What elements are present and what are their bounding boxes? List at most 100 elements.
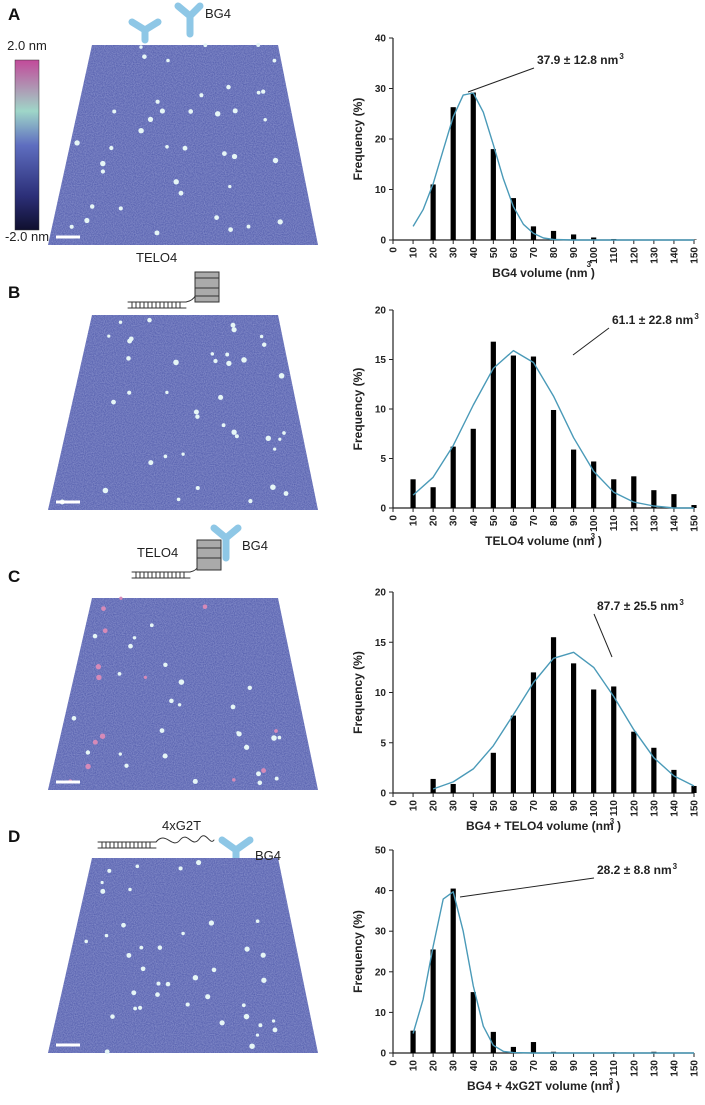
bar xyxy=(491,149,496,240)
afm-particle xyxy=(96,664,101,669)
afm-particle xyxy=(150,623,154,627)
x-tick-label: 20 xyxy=(429,247,440,259)
afm-particle xyxy=(84,218,89,223)
x-tick-label: 10 xyxy=(409,247,420,259)
y-tick-label: 20 xyxy=(375,588,387,599)
x-tick-label: 150 xyxy=(690,1060,701,1077)
y-axis-label: Frequency (%) xyxy=(351,910,365,993)
afm-particle xyxy=(160,728,165,733)
bar xyxy=(611,686,616,793)
schematic-label: BG4 xyxy=(255,848,281,863)
afm-particle xyxy=(148,460,153,465)
afm-particle xyxy=(228,185,231,188)
annotation-sup: 3 xyxy=(619,52,624,61)
afm-particle xyxy=(131,990,136,995)
x-tick-label: 30 xyxy=(449,800,460,812)
afm-particle xyxy=(156,982,160,986)
afm-particle xyxy=(139,45,142,48)
afm-texture xyxy=(48,858,318,1053)
afm-particle xyxy=(188,109,193,114)
x-tick-label: 70 xyxy=(529,800,540,812)
afm-particle xyxy=(101,606,106,611)
bar xyxy=(491,753,496,793)
annotation-sup: 3 xyxy=(679,598,684,607)
afm-particle xyxy=(135,864,139,868)
afm-particle xyxy=(133,636,136,639)
afm-particle xyxy=(124,764,128,768)
panel-letter: A xyxy=(8,5,20,24)
x-tick-label: 70 xyxy=(529,247,540,259)
afm-particle xyxy=(232,154,237,159)
y-tick-label: 20 xyxy=(375,135,387,146)
panel-letter: B xyxy=(8,283,20,302)
bar xyxy=(431,184,436,240)
afm-particle xyxy=(179,866,183,870)
afm-particle xyxy=(85,764,90,769)
x-tick-label: 50 xyxy=(489,800,500,812)
x-tick-label: 130 xyxy=(649,1060,660,1077)
afm-particle xyxy=(129,336,134,341)
afm-particle xyxy=(256,1033,259,1036)
afm-particle xyxy=(278,219,283,224)
afm-particle xyxy=(196,860,201,865)
afm-particle xyxy=(165,145,169,149)
afm-particle xyxy=(107,334,110,337)
x-tick-label: 50 xyxy=(489,1060,500,1072)
afm-particle xyxy=(105,1049,110,1054)
x-tick-label: 130 xyxy=(649,247,660,264)
schematic-label: BG4 xyxy=(205,6,231,21)
y-tick-label: 0 xyxy=(380,236,386,247)
afm-particle xyxy=(273,1027,278,1032)
bar xyxy=(671,494,676,508)
afm-particle xyxy=(248,686,252,690)
afm-particle xyxy=(273,59,277,63)
x-tick-label: 110 xyxy=(609,800,620,817)
afm-particle xyxy=(93,634,98,639)
afm-particle xyxy=(282,431,286,435)
y-tick-label: 30 xyxy=(375,84,387,95)
afm-particle xyxy=(118,672,122,676)
afm-particle xyxy=(215,111,220,116)
afm-particle xyxy=(232,327,237,332)
afm-particle xyxy=(214,215,219,220)
x-tick-label: 10 xyxy=(409,515,420,527)
afm-particle xyxy=(226,361,231,366)
afm-particle xyxy=(261,768,266,773)
afm-particle xyxy=(121,923,126,928)
bar xyxy=(531,1042,536,1053)
afm-particle xyxy=(203,43,207,47)
x-tick-label: 120 xyxy=(629,247,640,264)
afm-particle xyxy=(209,920,214,925)
afm-particle xyxy=(263,118,266,121)
schematic-label: 4xG2T xyxy=(162,818,201,833)
afm-particle xyxy=(155,100,159,104)
afm-particle xyxy=(258,1023,262,1027)
x-tick-label: 0 xyxy=(389,247,400,253)
afm-particle xyxy=(244,1014,250,1020)
bar xyxy=(431,949,436,1053)
afm-particle xyxy=(177,498,181,502)
x-tick-label: 140 xyxy=(669,515,680,532)
afm-particle xyxy=(284,491,289,496)
afm-particle xyxy=(126,953,131,958)
afm-particle xyxy=(110,1014,115,1019)
bar xyxy=(451,447,456,508)
afm-texture xyxy=(48,315,318,510)
x-tick-label: 30 xyxy=(449,247,460,259)
x-tick-label: 60 xyxy=(509,247,520,259)
x-tick-label: 130 xyxy=(649,800,660,817)
afm-particle xyxy=(70,225,74,229)
afm-particle xyxy=(163,663,167,667)
bar xyxy=(431,487,436,508)
bar xyxy=(471,992,476,1053)
afm-particle xyxy=(279,373,285,379)
afm-particle xyxy=(261,89,265,93)
afm-particle xyxy=(181,453,184,456)
afm-particle xyxy=(144,676,147,679)
x-tick-label: 80 xyxy=(549,800,560,812)
afm-particle xyxy=(74,140,79,145)
y-tick-label: 0 xyxy=(380,1049,386,1060)
afm-particle xyxy=(119,597,122,600)
x-tick-label: 110 xyxy=(609,1060,620,1077)
afm-particle xyxy=(165,391,168,394)
